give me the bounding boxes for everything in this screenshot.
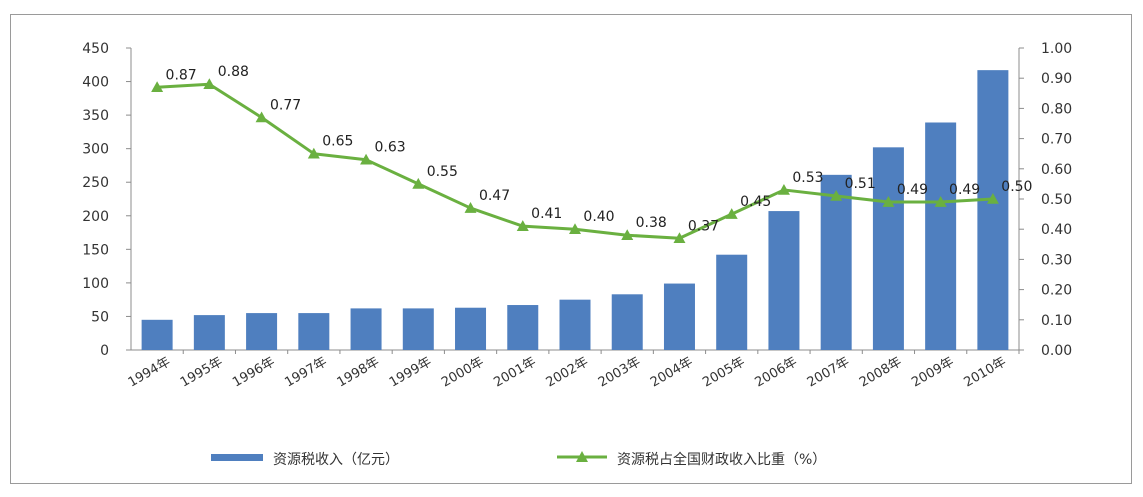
bar xyxy=(559,299,591,350)
legend-swatch-bar xyxy=(211,454,263,461)
bar xyxy=(872,147,904,350)
line-data-label: 0.41 xyxy=(531,206,562,222)
line-point xyxy=(882,196,895,207)
line-series xyxy=(151,78,999,244)
line-point xyxy=(777,183,790,195)
right-tick-label: 0.00 xyxy=(1041,343,1072,359)
right-tick-label: 0.30 xyxy=(1041,252,1072,268)
x-tick-label: 2002年 xyxy=(544,354,591,390)
line-point xyxy=(516,220,529,231)
line-point xyxy=(621,229,634,241)
line-point xyxy=(203,78,216,90)
bar xyxy=(455,307,487,350)
right-tick-label: 0.50 xyxy=(1041,192,1072,208)
bar xyxy=(768,211,800,350)
bar xyxy=(507,305,539,350)
x-tick-label: 2009年 xyxy=(909,354,956,390)
line-data-label: 0.47 xyxy=(479,188,510,204)
left-tick-label: 250 xyxy=(82,175,109,191)
line-point xyxy=(569,223,581,234)
chart-frame: 0 50 100 150 200 250 300 350 400 450 0.00 0.10 0.20 0… xyxy=(10,14,1132,484)
bar xyxy=(716,254,748,350)
bar xyxy=(611,294,643,350)
line-point xyxy=(255,111,268,123)
line-point xyxy=(830,189,843,201)
x-tick-label: 1995年 xyxy=(178,354,225,390)
x-tick-label: 1997年 xyxy=(282,354,329,390)
x-tick-label: 2010年 xyxy=(961,354,1008,390)
line-point xyxy=(673,232,686,244)
line-data-label: 0.37 xyxy=(688,218,719,234)
x-tick-label: 1998年 xyxy=(335,354,382,390)
x-tick-label: 1999年 xyxy=(387,354,434,390)
line-data-label: 0.65 xyxy=(322,134,353,150)
line-data-label: 0.49 xyxy=(897,182,928,198)
line-data-label: 0.87 xyxy=(166,67,197,83)
left-tick-label: 0 xyxy=(100,343,109,359)
left-tick-label: 350 xyxy=(82,108,109,124)
bar xyxy=(820,174,852,350)
line-data-label: 0.49 xyxy=(949,182,980,198)
bar xyxy=(350,308,382,350)
x-tick-label: 1996年 xyxy=(230,354,277,390)
data-labels: 0.87 0.88 0.77 0.65 0.63 0.55 0.47 0.41 0.40 0.38… xyxy=(166,64,1033,234)
bar xyxy=(663,283,695,350)
right-tick-label: 0.70 xyxy=(1041,132,1072,148)
bars xyxy=(141,70,1009,350)
line-data-label: 0.53 xyxy=(792,170,823,186)
line-point xyxy=(464,202,477,213)
legend-marker-icon xyxy=(576,451,588,462)
bar xyxy=(925,122,957,350)
x-tick-label: 1994年 xyxy=(126,354,173,390)
line-data-label: 0.38 xyxy=(636,215,667,231)
left-tick-label: 300 xyxy=(82,142,109,158)
line-data-label: 0.63 xyxy=(374,140,405,156)
right-tick-label: 1.00 xyxy=(1041,41,1072,57)
line-data-label: 0.45 xyxy=(740,194,771,210)
bar xyxy=(141,319,173,350)
line-point xyxy=(986,193,999,204)
x-tick-label: 2000年 xyxy=(439,354,486,390)
line-data-label: 0.77 xyxy=(270,97,301,113)
legend-label-bar: 资源税收入（亿元） xyxy=(273,452,399,468)
bar xyxy=(298,313,330,350)
left-tick-label: 50 xyxy=(91,309,109,325)
bar xyxy=(246,313,278,350)
x-tick-label: 2007年 xyxy=(805,354,852,390)
left-tick-label: 150 xyxy=(82,242,109,258)
right-tick-label: 0.90 xyxy=(1041,71,1072,87)
right-tick-label: 0.80 xyxy=(1041,101,1072,117)
line-data-label: 0.88 xyxy=(218,64,249,80)
right-tick-label: 0.60 xyxy=(1041,162,1072,178)
x-tick-label: 2001年 xyxy=(491,354,538,390)
bar xyxy=(193,315,225,350)
line-point xyxy=(307,147,320,159)
line-point xyxy=(412,177,425,189)
left-tick-label: 450 xyxy=(82,41,109,57)
right-tick-label: 0.20 xyxy=(1041,283,1072,299)
left-tick-label: 200 xyxy=(82,209,109,225)
line-data-label: 0.51 xyxy=(845,176,876,192)
line-data-label: 0.40 xyxy=(583,209,614,225)
x-tick-label: 2005年 xyxy=(700,354,747,390)
left-tick-label: 100 xyxy=(82,276,109,292)
x-tick-label: 2004年 xyxy=(648,354,695,390)
legend: 资源税收入（亿元） 资源税占全国财政收入比重（%） xyxy=(211,451,826,468)
right-tick-label: 0.40 xyxy=(1041,222,1072,238)
chart: 0 50 100 150 200 250 300 350 400 450 0.00 0.10 0.20 0… xyxy=(82,41,1072,468)
line-point xyxy=(151,81,164,93)
line-point xyxy=(725,208,738,219)
line-point xyxy=(934,196,947,207)
right-tick-label: 0.10 xyxy=(1041,313,1072,329)
line-data-label: 0.55 xyxy=(427,164,458,180)
bar xyxy=(977,70,1009,350)
legend-label-line: 资源税占全国财政收入比重（%） xyxy=(617,451,826,468)
x-tick-label: 2006年 xyxy=(753,354,800,390)
x-tick-label: 2003年 xyxy=(596,354,643,390)
line-point xyxy=(360,153,373,165)
bar xyxy=(402,308,434,350)
line-data-label: 0.50 xyxy=(1001,179,1032,195)
left-tick-label: 400 xyxy=(82,75,109,91)
x-tick-label: 2008年 xyxy=(857,354,904,390)
